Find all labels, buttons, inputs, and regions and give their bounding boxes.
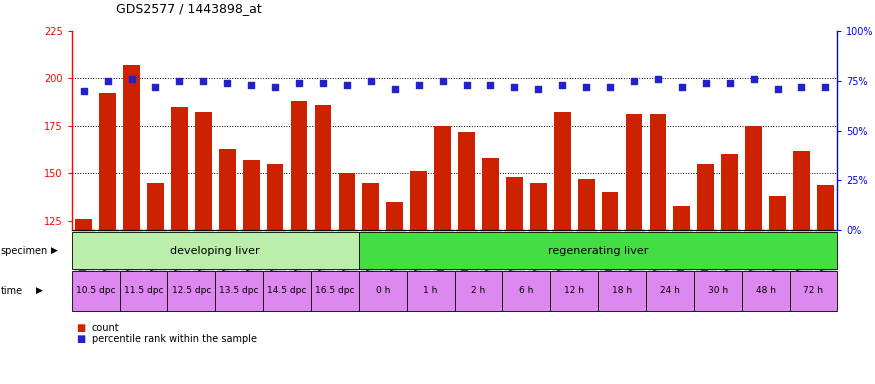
Bar bbox=[458, 131, 475, 384]
Point bbox=[77, 88, 91, 94]
Point bbox=[196, 78, 210, 84]
Point bbox=[818, 84, 832, 90]
Point bbox=[579, 84, 593, 90]
Point bbox=[149, 84, 163, 90]
Point bbox=[124, 76, 138, 82]
Point bbox=[316, 79, 330, 86]
Point bbox=[675, 84, 689, 90]
Text: GDS2577 / 1443898_at: GDS2577 / 1443898_at bbox=[116, 2, 262, 15]
Bar bbox=[506, 177, 522, 384]
Bar bbox=[195, 113, 212, 384]
Text: 30 h: 30 h bbox=[708, 286, 728, 295]
Point bbox=[172, 78, 186, 84]
Point bbox=[459, 81, 473, 88]
Text: 0 h: 0 h bbox=[375, 286, 390, 295]
Text: percentile rank within the sample: percentile rank within the sample bbox=[92, 334, 257, 344]
Text: 1 h: 1 h bbox=[424, 286, 438, 295]
Text: 16.5 dpc: 16.5 dpc bbox=[315, 286, 354, 295]
Point bbox=[268, 84, 282, 90]
Point bbox=[699, 79, 713, 86]
Point bbox=[340, 81, 354, 88]
Bar bbox=[99, 93, 116, 384]
Bar bbox=[219, 149, 235, 384]
Bar bbox=[387, 202, 403, 384]
Text: 11.5 dpc: 11.5 dpc bbox=[123, 286, 164, 295]
Bar bbox=[290, 101, 307, 384]
Text: 2 h: 2 h bbox=[472, 286, 486, 295]
Text: 12 h: 12 h bbox=[564, 286, 584, 295]
Text: specimen: specimen bbox=[1, 245, 48, 256]
Bar bbox=[602, 192, 619, 384]
Bar bbox=[721, 154, 738, 384]
Bar bbox=[243, 160, 260, 384]
Bar bbox=[817, 185, 834, 384]
Point bbox=[603, 84, 617, 90]
Text: 6 h: 6 h bbox=[519, 286, 534, 295]
Text: 72 h: 72 h bbox=[803, 286, 823, 295]
Text: count: count bbox=[92, 323, 120, 333]
Text: 14.5 dpc: 14.5 dpc bbox=[268, 286, 307, 295]
Bar bbox=[147, 183, 164, 384]
Point bbox=[292, 79, 306, 86]
Text: 48 h: 48 h bbox=[756, 286, 775, 295]
Text: 18 h: 18 h bbox=[612, 286, 632, 295]
Bar bbox=[75, 219, 92, 384]
Bar bbox=[339, 173, 355, 384]
Point bbox=[794, 84, 808, 90]
Bar bbox=[123, 65, 140, 384]
Point bbox=[771, 86, 785, 92]
Bar bbox=[530, 183, 547, 384]
Bar bbox=[267, 164, 284, 384]
Bar bbox=[793, 151, 810, 384]
Point bbox=[531, 86, 545, 92]
Text: ▶: ▶ bbox=[51, 246, 58, 255]
Bar bbox=[578, 179, 594, 384]
Bar bbox=[697, 164, 714, 384]
Text: 13.5 dpc: 13.5 dpc bbox=[220, 286, 259, 295]
Text: ■: ■ bbox=[76, 334, 86, 344]
Point bbox=[651, 76, 665, 82]
Text: ▶: ▶ bbox=[36, 286, 43, 295]
Text: 10.5 dpc: 10.5 dpc bbox=[76, 286, 116, 295]
Text: 24 h: 24 h bbox=[660, 286, 680, 295]
Point bbox=[436, 78, 450, 84]
Text: 12.5 dpc: 12.5 dpc bbox=[172, 286, 211, 295]
Bar bbox=[674, 206, 690, 384]
Point bbox=[220, 79, 234, 86]
Bar bbox=[410, 171, 427, 384]
Bar bbox=[746, 126, 762, 384]
Point bbox=[746, 76, 760, 82]
Point bbox=[411, 81, 425, 88]
Bar bbox=[171, 107, 188, 384]
Point bbox=[556, 81, 570, 88]
Bar bbox=[434, 126, 451, 384]
Point bbox=[484, 81, 498, 88]
Bar bbox=[769, 196, 786, 384]
Point bbox=[627, 78, 641, 84]
Point bbox=[507, 84, 522, 90]
Bar bbox=[362, 183, 379, 384]
Bar bbox=[482, 158, 499, 384]
Text: ■: ■ bbox=[76, 323, 86, 333]
Point bbox=[244, 81, 258, 88]
Bar bbox=[554, 113, 570, 384]
Text: regenerating liver: regenerating liver bbox=[548, 245, 648, 256]
Point bbox=[388, 86, 402, 92]
Bar bbox=[626, 114, 642, 384]
Bar bbox=[649, 114, 666, 384]
Point bbox=[723, 79, 737, 86]
Point bbox=[101, 78, 115, 84]
Bar bbox=[315, 105, 332, 384]
Point bbox=[364, 78, 378, 84]
Text: time: time bbox=[1, 286, 23, 296]
Text: developing liver: developing liver bbox=[171, 245, 260, 256]
